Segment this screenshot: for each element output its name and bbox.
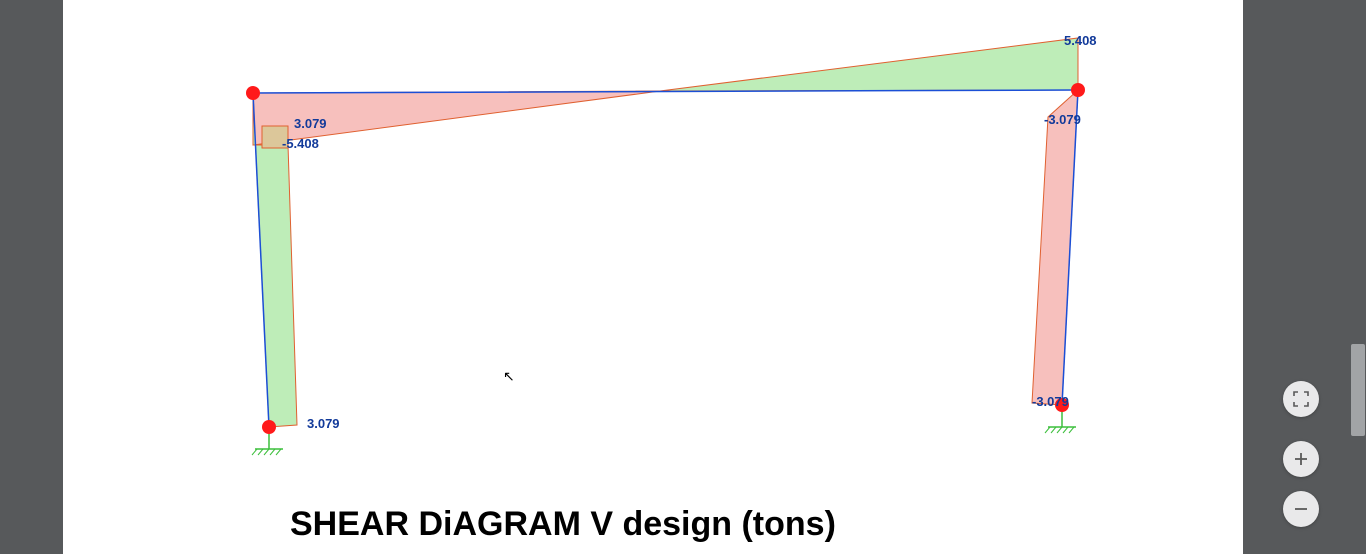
mouse-cursor: ↖ [503,368,515,385]
document-page: 5.408 -3.079 3.079 -5.408 3.079 -3.079 SHEAR … [63,0,1243,554]
zoom-in-button[interactable] [1283,441,1319,477]
vertical-scrollbar-thumb[interactable] [1351,344,1365,436]
shear-value-label: 3.079 [307,416,340,431]
vertical-scrollbar-track[interactable] [1350,0,1366,554]
shear-region [1032,90,1078,405]
shear-diagram-svg [63,0,1243,554]
shear-value-label: 5.408 [1064,33,1097,48]
plus-icon [1293,451,1309,467]
shear-value-label: 3.079 [294,116,327,131]
frame-node [1071,83,1085,97]
frame-node [246,86,260,100]
shear-value-label: -5.408 [282,136,319,151]
fit-icon [1293,391,1309,407]
shear-region [660,38,1078,91]
shear-value-label: -3.079 [1044,112,1081,127]
diagram-title: SHEAR DiAGRAM V design (tons) [290,505,836,544]
minus-icon [1293,501,1309,517]
frame-node [262,420,276,434]
fit-page-button[interactable] [1283,381,1319,417]
shear-value-label: -3.079 [1032,394,1069,409]
zoom-out-button[interactable] [1283,491,1319,527]
